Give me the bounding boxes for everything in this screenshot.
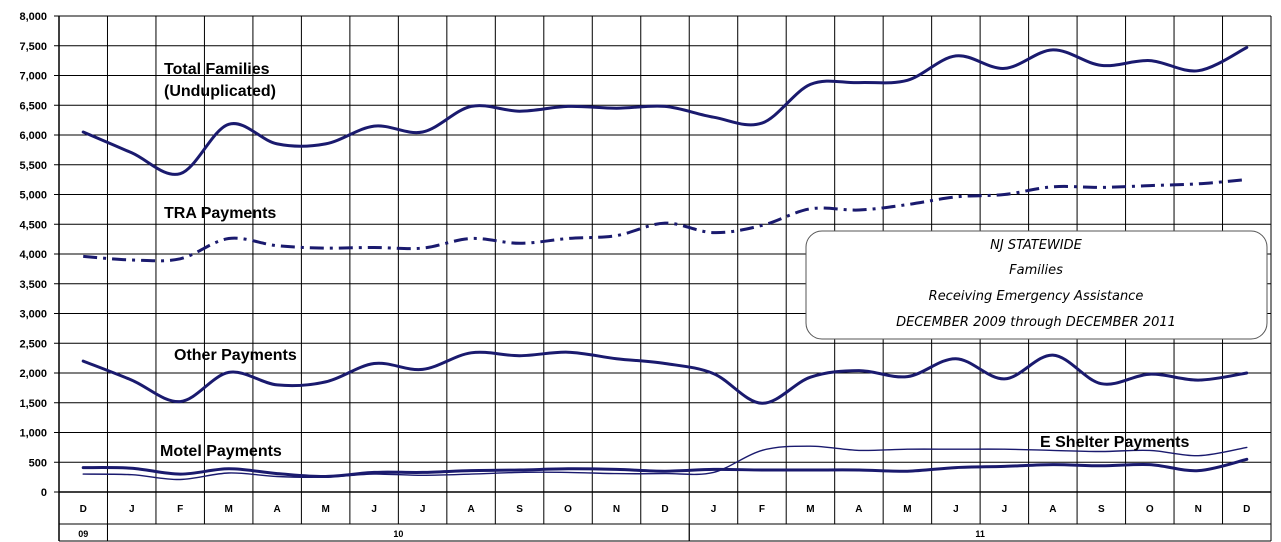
series-line-tra-payments: [83, 178, 1247, 263]
series-label: Other Payments: [174, 347, 297, 364]
y-tick-label: 3,500: [19, 279, 47, 291]
y-axis-ticks: 0 500 1,000 1,500 2,000 2,500 3,000 3,500 4,000 4…: [19, 11, 59, 499]
x-axis: D J F M A M J J A S O N D J F M A M J J A S O N D 09 10 11: [58, 16, 1272, 542]
x-tick-label: A: [274, 504, 281, 515]
x-tick-label: M: [321, 504, 329, 515]
info-box-line-2: Families: [1009, 263, 1063, 278]
y-tick-label: 3,000: [19, 309, 47, 321]
x-tick-label: S: [1098, 504, 1105, 515]
x-tick-label: D: [80, 504, 87, 515]
x-tick-label: J: [1002, 504, 1008, 515]
y-tick-label: 1,500: [19, 398, 47, 410]
series-labels: Total Families (Unduplicated) TRA Payments…: [160, 61, 1190, 460]
x-tick-label: A: [855, 504, 862, 515]
x-tick-label: J: [420, 504, 426, 515]
info-box-line-4: DECEMBER 2009 through DECEMBER 2011: [896, 315, 1176, 330]
x-tick-label: J: [129, 504, 135, 515]
series-line-motel-payments: [81, 457, 1249, 479]
y-tick-label: 1,000: [19, 428, 47, 440]
x-tick-label: M: [225, 504, 233, 515]
year-label: 09: [78, 529, 88, 539]
y-tick-label: 4,000: [19, 249, 47, 261]
info-box-line-1: NJ STATEWIDE: [990, 238, 1082, 253]
x-tick-label: M: [903, 504, 911, 515]
series-line-e-shelter-payments: [82, 445, 1248, 481]
y-tick-label: 6,500: [19, 100, 47, 112]
y-tick-label: 2,000: [19, 368, 47, 380]
series-label: Total Families: [164, 61, 270, 78]
x-tick-label: J: [953, 504, 959, 515]
y-tick-label: 5,000: [19, 190, 47, 202]
x-tick-label: A: [467, 504, 474, 515]
x-tick-label: F: [177, 504, 183, 515]
x-tick-label: S: [516, 504, 523, 515]
info-box-line-3: Receiving Emergency Assistance: [929, 289, 1144, 304]
series-label: Motel Payments: [160, 443, 282, 460]
series-label: TRA Payments: [164, 205, 276, 222]
year-label: 10: [393, 529, 403, 539]
x-tick-label: O: [1146, 504, 1154, 515]
y-tick-label: 2,500: [19, 338, 47, 350]
year-label: 11: [975, 529, 985, 539]
x-tick-label: N: [1195, 504, 1202, 515]
series-line-total-families-unduplicated: [81, 46, 1249, 176]
y-tick-label: 7,500: [19, 41, 47, 53]
x-tick-label: N: [613, 504, 620, 515]
series-lines: [81, 46, 1249, 481]
x-tick-label: F: [759, 504, 765, 515]
x-tick-label: O: [564, 504, 572, 515]
y-tick-label: 6,000: [19, 130, 47, 142]
x-tick-label: J: [371, 504, 377, 515]
x-tick-label: D: [661, 504, 668, 515]
y-tick-label: 0: [41, 487, 47, 499]
y-tick-label: 8,000: [19, 11, 47, 23]
info-box-frame: [805, 230, 1268, 340]
series-label: (Unduplicated): [164, 83, 276, 100]
y-tick-label: 4,500: [19, 219, 47, 231]
y-tick-label: 5,500: [19, 160, 47, 172]
info-box: NJ STATEWIDE Families Receiving Emergenc…: [805, 230, 1268, 340]
x-tick-label: D: [1243, 504, 1250, 515]
x-tick-label: M: [806, 504, 814, 515]
y-tick-label: 7,000: [19, 71, 47, 83]
series-line-other-payments: [81, 350, 1249, 405]
y-tick-label: 500: [29, 457, 47, 469]
x-tick-label: A: [1049, 504, 1056, 515]
x-tick-label: J: [711, 504, 717, 515]
series-label: E Shelter Payments: [1040, 434, 1190, 451]
